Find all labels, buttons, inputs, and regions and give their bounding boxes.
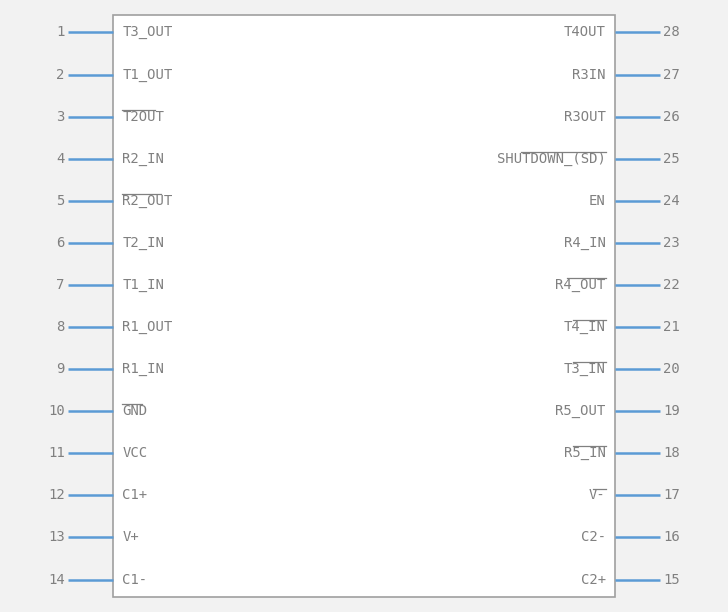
Text: T2_IN: T2_IN [122,236,165,250]
Text: 5: 5 [56,194,65,208]
Text: 25: 25 [663,152,680,166]
Text: 9: 9 [56,362,65,376]
Text: 16: 16 [663,531,680,545]
Text: 24: 24 [663,194,680,208]
Text: T3_IN: T3_IN [563,362,606,376]
Text: 11: 11 [48,446,65,460]
Text: C2-: C2- [580,531,606,545]
Text: V-: V- [589,488,606,502]
Text: R5_IN: R5_IN [563,446,606,460]
Text: 8: 8 [56,320,65,334]
Text: EN: EN [589,194,606,208]
Text: 20: 20 [663,362,680,376]
Text: 15: 15 [663,573,680,586]
Text: 19: 19 [663,404,680,418]
Text: 18: 18 [663,446,680,460]
Text: C1-: C1- [122,573,148,586]
Text: 14: 14 [48,573,65,586]
Text: R4_IN: R4_IN [563,236,606,250]
Text: T3_OUT: T3_OUT [122,26,173,39]
Text: 10: 10 [48,404,65,418]
Text: SHUTDOWN_(SD): SHUTDOWN_(SD) [496,152,606,166]
Text: 12: 12 [48,488,65,502]
Text: 17: 17 [663,488,680,502]
Text: 3: 3 [56,110,65,124]
Text: R3OUT: R3OUT [563,110,606,124]
Text: T2OUT: T2OUT [122,110,165,124]
Text: 2: 2 [56,67,65,81]
Text: 4: 4 [56,152,65,166]
Text: C1+: C1+ [122,488,148,502]
Text: 22: 22 [663,278,680,292]
Text: T1_OUT: T1_OUT [122,67,173,81]
Text: 1: 1 [56,26,65,39]
Text: R4_OUT: R4_OUT [555,278,606,292]
Text: R1_OUT: R1_OUT [122,320,173,334]
Text: R1_IN: R1_IN [122,362,165,376]
Text: 7: 7 [56,278,65,292]
Bar [113,15,615,597]
Text: GND: GND [122,404,148,418]
Text: 27: 27 [663,67,680,81]
Text: T1_IN: T1_IN [122,278,165,292]
Text: R2_IN: R2_IN [122,152,165,166]
Text: C2+: C2+ [580,573,606,586]
Text: T4_IN: T4_IN [563,320,606,334]
Text: T4OUT: T4OUT [563,26,606,39]
Text: R3IN: R3IN [572,67,606,81]
Text: V+: V+ [122,531,139,545]
Text: VCC: VCC [122,446,148,460]
Text: R5_OUT: R5_OUT [555,404,606,418]
Text: 21: 21 [663,320,680,334]
Text: 13: 13 [48,531,65,545]
Text: 28: 28 [663,26,680,39]
Text: 23: 23 [663,236,680,250]
Text: R2_OUT: R2_OUT [122,194,173,208]
Text: 26: 26 [663,110,680,124]
Text: 6: 6 [56,236,65,250]
